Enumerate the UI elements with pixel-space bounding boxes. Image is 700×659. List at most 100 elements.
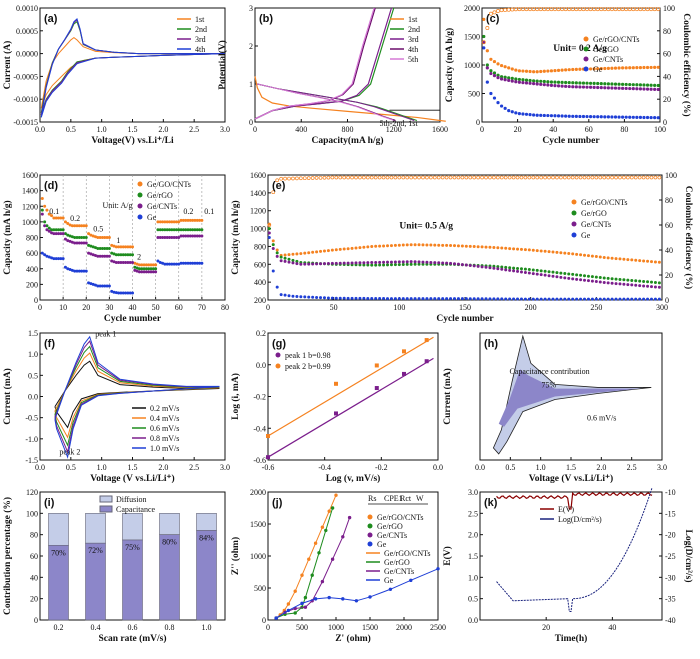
data-point — [374, 386, 379, 391]
data-point — [119, 245, 123, 249]
data-point — [117, 245, 121, 249]
data-point — [131, 253, 134, 257]
data-point — [646, 280, 650, 284]
x-tick-label: 20 — [82, 303, 90, 312]
legend-label: 2nd — [195, 25, 207, 34]
legend-label: Ge/rGO — [593, 45, 619, 54]
data-point — [184, 261, 188, 265]
data-point — [80, 241, 84, 245]
data-point — [556, 114, 561, 118]
data-point — [117, 261, 121, 264]
data-point — [429, 243, 433, 247]
data-point — [168, 220, 171, 224]
ce-point — [578, 175, 583, 180]
data-point — [57, 257, 60, 261]
data-point — [100, 246, 104, 250]
ce-point — [542, 7, 547, 12]
data-point — [417, 260, 421, 264]
data-point — [578, 114, 582, 119]
data-point — [621, 115, 625, 119]
data-point — [370, 261, 374, 265]
legend-marker — [137, 203, 143, 209]
data-point — [195, 218, 199, 222]
bar-label: 80% — [162, 538, 177, 547]
data-point — [500, 246, 504, 250]
data-point — [186, 218, 190, 222]
ce-point — [283, 176, 287, 181]
panel-label: (d) — [44, 180, 58, 192]
legend-label: 1st — [408, 15, 418, 24]
data-point — [303, 295, 307, 299]
data-point — [124, 261, 128, 264]
data-point — [603, 66, 607, 71]
data-point — [560, 80, 564, 84]
legend-marker — [367, 541, 373, 547]
ce-point — [432, 175, 437, 180]
data-point — [73, 224, 77, 228]
data-point — [560, 114, 564, 118]
data-point — [195, 261, 199, 265]
x-tick-label: 100 — [393, 303, 405, 312]
data-point — [610, 86, 614, 90]
cv-curve — [54, 335, 220, 459]
data-point — [286, 608, 291, 613]
data-point — [393, 297, 397, 301]
ce-point — [622, 175, 626, 180]
ce-point — [271, 190, 276, 195]
data-point — [581, 81, 586, 85]
diffusion-bar — [48, 513, 69, 546]
data-point — [137, 267, 141, 271]
ce-point — [472, 175, 477, 180]
data-point — [485, 63, 489, 67]
data-point — [378, 263, 382, 267]
data-point — [514, 77, 518, 81]
data-point — [425, 260, 429, 264]
ce-point — [577, 7, 582, 12]
data-point — [311, 262, 315, 266]
ce-point — [452, 175, 457, 180]
y-tick-label: 800 — [26, 234, 38, 243]
data-point — [350, 296, 354, 300]
data-point — [635, 83, 639, 87]
data-point — [621, 82, 625, 86]
data-point — [382, 297, 386, 301]
data-point — [149, 267, 153, 271]
data-point — [142, 267, 146, 271]
data-point — [571, 81, 575, 85]
data-point — [366, 245, 370, 249]
data-point — [303, 262, 307, 266]
data-point — [119, 253, 123, 257]
data-point — [599, 66, 603, 71]
data-point — [82, 236, 86, 239]
data-point — [535, 70, 539, 74]
data-point — [177, 228, 181, 232]
data-point — [645, 65, 650, 70]
legend-label: 5th — [408, 55, 418, 64]
ce-point — [322, 175, 327, 180]
data-point — [402, 349, 406, 354]
data-point — [503, 78, 507, 82]
data-point — [425, 297, 429, 301]
y2-tick-label: -10 — [665, 488, 676, 497]
data-point — [628, 115, 632, 119]
ce-point — [581, 7, 586, 12]
data-point — [517, 77, 521, 82]
data-point — [583, 278, 587, 282]
data-point — [567, 251, 571, 255]
data-point — [460, 297, 464, 301]
x-tick-label: 2.0 — [158, 125, 168, 134]
data-point — [271, 243, 275, 247]
data-point — [409, 297, 413, 301]
y2-axis-label: Coulombic efficiency (%) — [681, 13, 692, 116]
x-tick-label: 0.8 — [165, 623, 175, 632]
data-point — [642, 115, 646, 120]
data-point — [553, 80, 557, 84]
data-point — [614, 282, 618, 286]
bar-label: 72% — [88, 546, 103, 555]
data-point — [424, 359, 429, 364]
legend-marker — [367, 523, 373, 529]
data-point — [559, 271, 563, 275]
data-point — [121, 291, 125, 295]
data-point — [628, 66, 632, 70]
ce-point — [585, 7, 589, 12]
